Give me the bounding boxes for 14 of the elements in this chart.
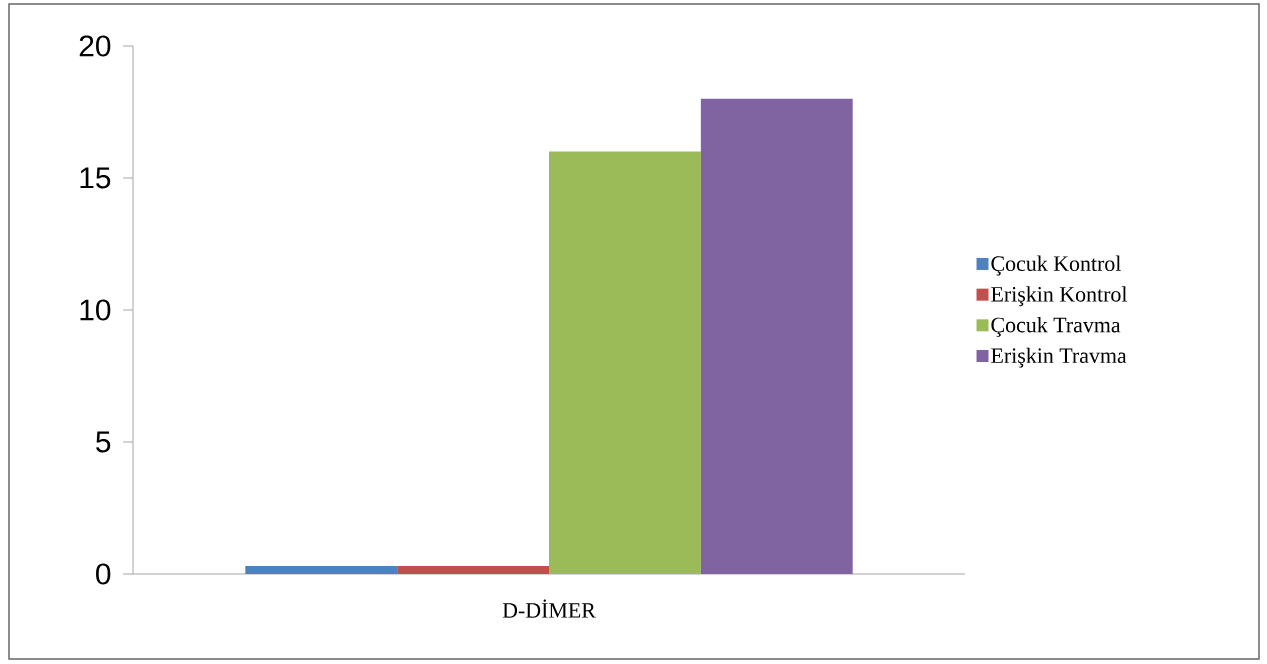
y-tick-label: 20 bbox=[79, 35, 111, 57]
bar bbox=[245, 566, 398, 574]
legend-label: Çocuk Travma bbox=[991, 316, 1121, 337]
bar bbox=[397, 566, 550, 574]
y-tick-label: 10 bbox=[80, 299, 111, 321]
legend-label: Çocuk Kontrol bbox=[991, 255, 1121, 276]
bar bbox=[549, 151, 701, 574]
bar bbox=[700, 98, 853, 574]
y-tick-label: 15 bbox=[80, 167, 111, 189]
y-tick-label: 0 bbox=[96, 563, 111, 585]
y-tick-label: 5 bbox=[96, 431, 111, 453]
legend-label: Erişkin Kontrol bbox=[991, 286, 1128, 307]
x-tick-label: D-DİMER bbox=[502, 599, 596, 618]
legend-label: Erişkin Travma bbox=[991, 347, 1127, 368]
